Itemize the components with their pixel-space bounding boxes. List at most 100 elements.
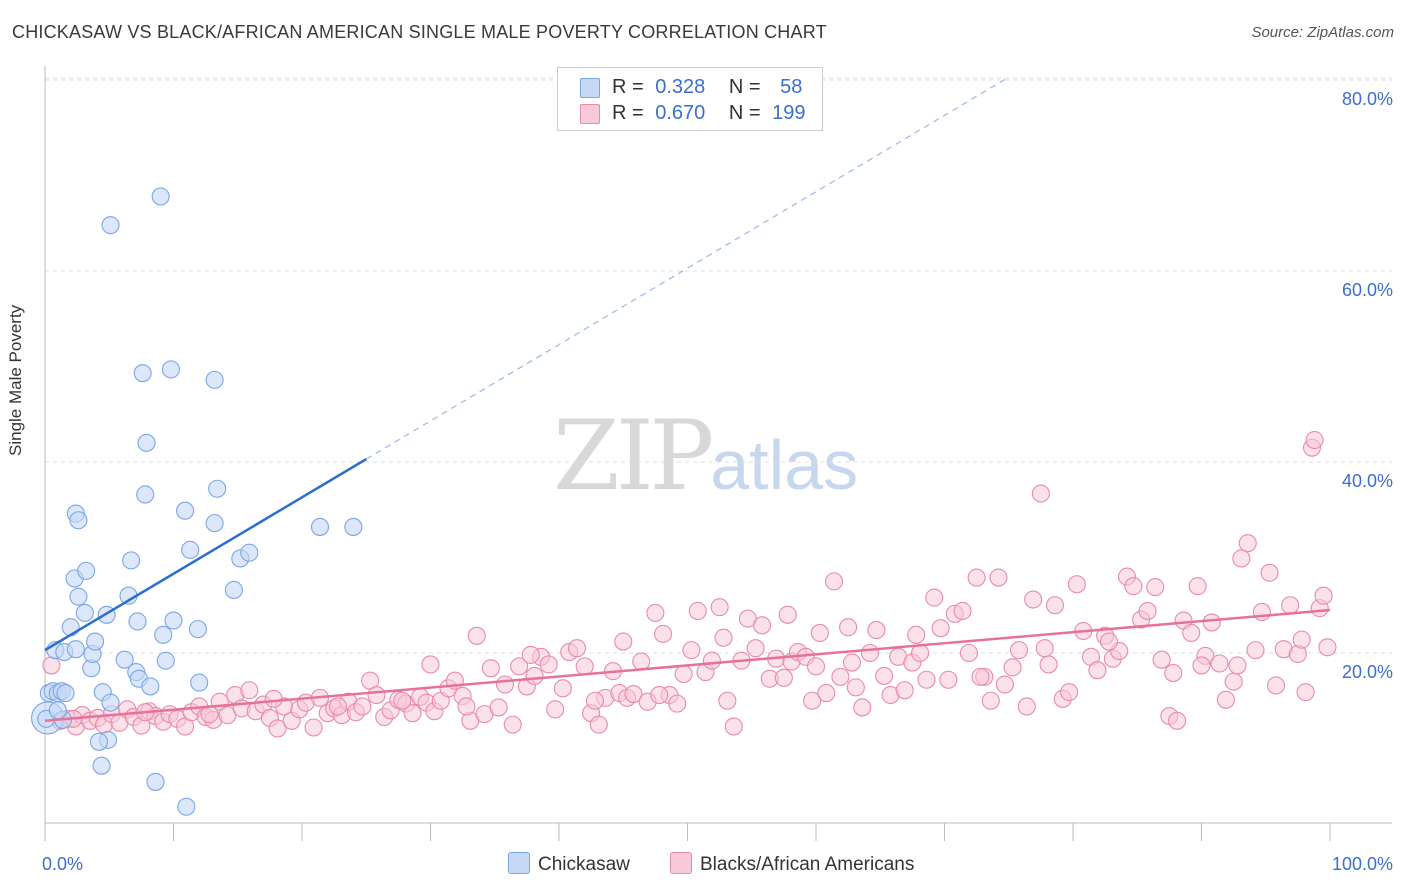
- y-tick-label: 80.0%: [1342, 89, 1393, 109]
- data-point-black: [1202, 613, 1221, 632]
- data-point-black: [1238, 534, 1257, 553]
- data-point-black: [367, 685, 386, 705]
- data-point-black: [842, 653, 862, 672]
- data-point-chickasaw: [190, 673, 209, 692]
- bottom-legend-black: Blacks/African Americans: [670, 852, 914, 876]
- bottom-legend-label-chickasaw: Chickasaw: [538, 854, 630, 875]
- x-tick-label-max: 100.0%: [1332, 854, 1393, 874]
- data-point-black: [1188, 577, 1207, 596]
- bottom-legend-chickasaw: Chickasaw: [508, 852, 630, 876]
- data-point-chickasaw: [151, 187, 170, 206]
- data-point-black: [917, 670, 936, 689]
- data-point-black: [1292, 630, 1311, 649]
- data-point-black: [495, 675, 515, 694]
- data-point-black: [682, 641, 701, 660]
- legend-r-label: R =: [612, 76, 644, 98]
- data-point-chickasaw: [224, 580, 243, 600]
- data-point-black: [1060, 683, 1079, 702]
- data-point-chickasaw: [240, 543, 259, 562]
- data-point-black: [1246, 641, 1265, 660]
- data-point-black: [1314, 586, 1333, 605]
- watermark-atlas: atlas: [710, 426, 859, 504]
- legend-row-black: R = 0.670 N = 199: [580, 102, 806, 126]
- data-point-black: [1318, 638, 1337, 657]
- bottom-legend-label-black: Blacks/African Americans: [700, 854, 915, 875]
- data-point-black: [1164, 664, 1183, 683]
- data-point-black: [895, 681, 914, 700]
- data-point-black: [831, 667, 850, 686]
- data-point-black: [268, 719, 287, 738]
- data-point-black: [674, 664, 693, 684]
- data-point-chickasaw: [181, 540, 200, 559]
- data-point-chickasaw: [177, 797, 196, 816]
- data-point-black: [953, 601, 972, 621]
- data-point-black: [702, 651, 721, 670]
- data-point-black: [353, 697, 372, 716]
- bottom-legend-swatch-chickasaw: [508, 852, 530, 874]
- trend-line-chickasaw-extension: [365, 76, 1010, 460]
- data-point-black: [467, 626, 486, 645]
- data-point-black: [525, 666, 544, 685]
- data-point-chickasaw: [136, 485, 155, 504]
- data-point-black: [1260, 563, 1279, 582]
- data-point-black: [546, 700, 565, 719]
- data-point-chickasaw: [141, 677, 160, 696]
- data-point-black: [1031, 484, 1050, 503]
- data-point-chickasaw: [89, 732, 109, 751]
- data-point-black: [503, 715, 522, 734]
- data-point-black: [585, 691, 605, 710]
- data-point-black: [752, 616, 772, 635]
- data-point-black: [1099, 632, 1119, 651]
- legend-box: R = 0.328 N = 58 R = 0.670 N = 199: [557, 67, 823, 131]
- data-point-chickasaw: [69, 511, 88, 530]
- legend-r-label: R =: [612, 102, 644, 124]
- data-point-chickasaw: [208, 479, 227, 498]
- legend-swatch-black: [580, 104, 600, 124]
- data-point-chickasaw: [137, 433, 156, 452]
- data-point-black: [553, 679, 572, 698]
- data-point-black: [328, 697, 348, 716]
- y-tick-label: 60.0%: [1342, 280, 1393, 300]
- data-point-black: [240, 681, 259, 700]
- data-point-black: [589, 715, 608, 734]
- data-point-black: [995, 675, 1014, 694]
- data-point-black: [853, 698, 872, 717]
- data-point-black: [1192, 656, 1211, 675]
- data-point-chickasaw: [205, 514, 224, 533]
- data-point-chickasaw: [188, 620, 207, 639]
- chart-title: CHICKASAW VS BLACK/AFRICAN AMERICAN SING…: [12, 22, 827, 42]
- data-point-black: [746, 639, 765, 658]
- data-point-black: [803, 691, 822, 710]
- data-point-black: [1210, 654, 1229, 673]
- data-point-black: [567, 639, 587, 658]
- data-point-black: [1088, 661, 1107, 680]
- data-point-black: [810, 623, 829, 642]
- data-point-black: [806, 657, 826, 676]
- y-tick-label: 20.0%: [1342, 662, 1393, 682]
- data-point-black: [710, 598, 729, 617]
- source-label: Source: ZipAtlas.com: [1251, 24, 1394, 41]
- watermark: ZIPatlas: [553, 400, 858, 512]
- data-point-chickasaw: [101, 693, 120, 712]
- data-point-black: [718, 691, 737, 710]
- data-point-black: [817, 684, 836, 703]
- data-point-chickasaw: [344, 517, 363, 536]
- data-point-black: [489, 698, 508, 717]
- data-point-black: [1216, 690, 1235, 709]
- data-point-black: [481, 659, 500, 678]
- data-point-black: [1138, 601, 1157, 621]
- data-point-chickasaw: [115, 650, 134, 669]
- data-point-black: [971, 667, 990, 686]
- data-point-black: [931, 619, 950, 638]
- data-point-chickasaw: [128, 612, 147, 631]
- data-point-black: [867, 621, 886, 640]
- data-point-black: [457, 697, 476, 716]
- data-point-black: [521, 645, 540, 664]
- data-point-black: [875, 666, 894, 685]
- legend-r-value: 0.328: [655, 76, 706, 98]
- data-point-chickasaw: [92, 756, 111, 775]
- trend-line-chickasaw: [44, 458, 367, 652]
- data-point-black: [1224, 672, 1243, 691]
- data-point-black: [1305, 430, 1324, 450]
- data-point-black: [1124, 577, 1143, 596]
